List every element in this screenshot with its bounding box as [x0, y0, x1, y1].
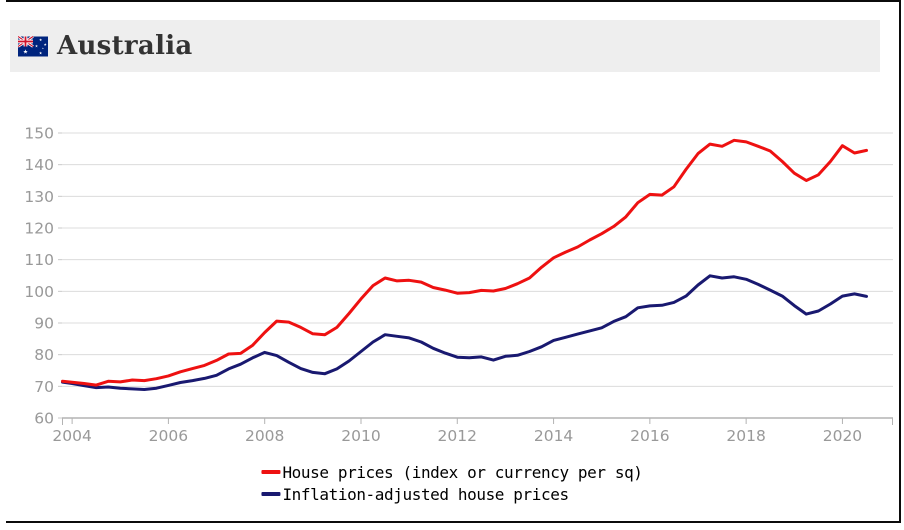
- x-axis-label: 2010: [341, 427, 380, 445]
- series-line-house-prices: [61, 138, 868, 387]
- country-title: Australia: [57, 31, 193, 61]
- y-axis-label: 140: [24, 156, 54, 174]
- y-axis-label: 150: [24, 125, 54, 143]
- legend-line-swatch-navy: [261, 492, 281, 496]
- x-axis-label: 2004: [52, 427, 91, 445]
- y-axis-label: 110: [24, 251, 54, 269]
- series-line-inflation-adjusted: [61, 274, 868, 391]
- x-axis-label: 2006: [149, 427, 188, 445]
- x-axis-label: 2018: [726, 427, 765, 445]
- x-axis-label: 2020: [823, 427, 862, 445]
- legend-line-swatch-red: [261, 470, 281, 474]
- x-axis-label: 2014: [534, 427, 573, 445]
- australia-flag-icon: [18, 35, 48, 56]
- y-axis-label: 60: [34, 410, 54, 428]
- widget-frame: [6, 0, 901, 523]
- legend-label-inflation-adjusted: Inflation-adjusted house prices: [282, 484, 569, 504]
- y-axis-label: 70: [34, 378, 54, 396]
- country-header: Australia: [10, 20, 880, 72]
- chart-legend: House prices (index or currency per sq) …: [261, 461, 643, 505]
- legend-item-inflation-adjusted: Inflation-adjusted house prices: [261, 483, 642, 505]
- y-axis-label: 100: [24, 283, 54, 301]
- legend-item-house-prices: House prices (index or currency per sq): [261, 461, 643, 483]
- x-axis-label: 2016: [630, 427, 669, 445]
- y-axis-label: 130: [24, 188, 54, 206]
- y-axis-label: 120: [24, 220, 54, 238]
- x-axis-label: 2008: [245, 427, 284, 445]
- y-axis-label: 80: [34, 346, 54, 364]
- legend-label-house-prices: House prices (index or currency per sq): [282, 462, 643, 482]
- x-axis-label: 2012: [438, 427, 477, 445]
- y-axis-label: 90: [34, 315, 54, 333]
